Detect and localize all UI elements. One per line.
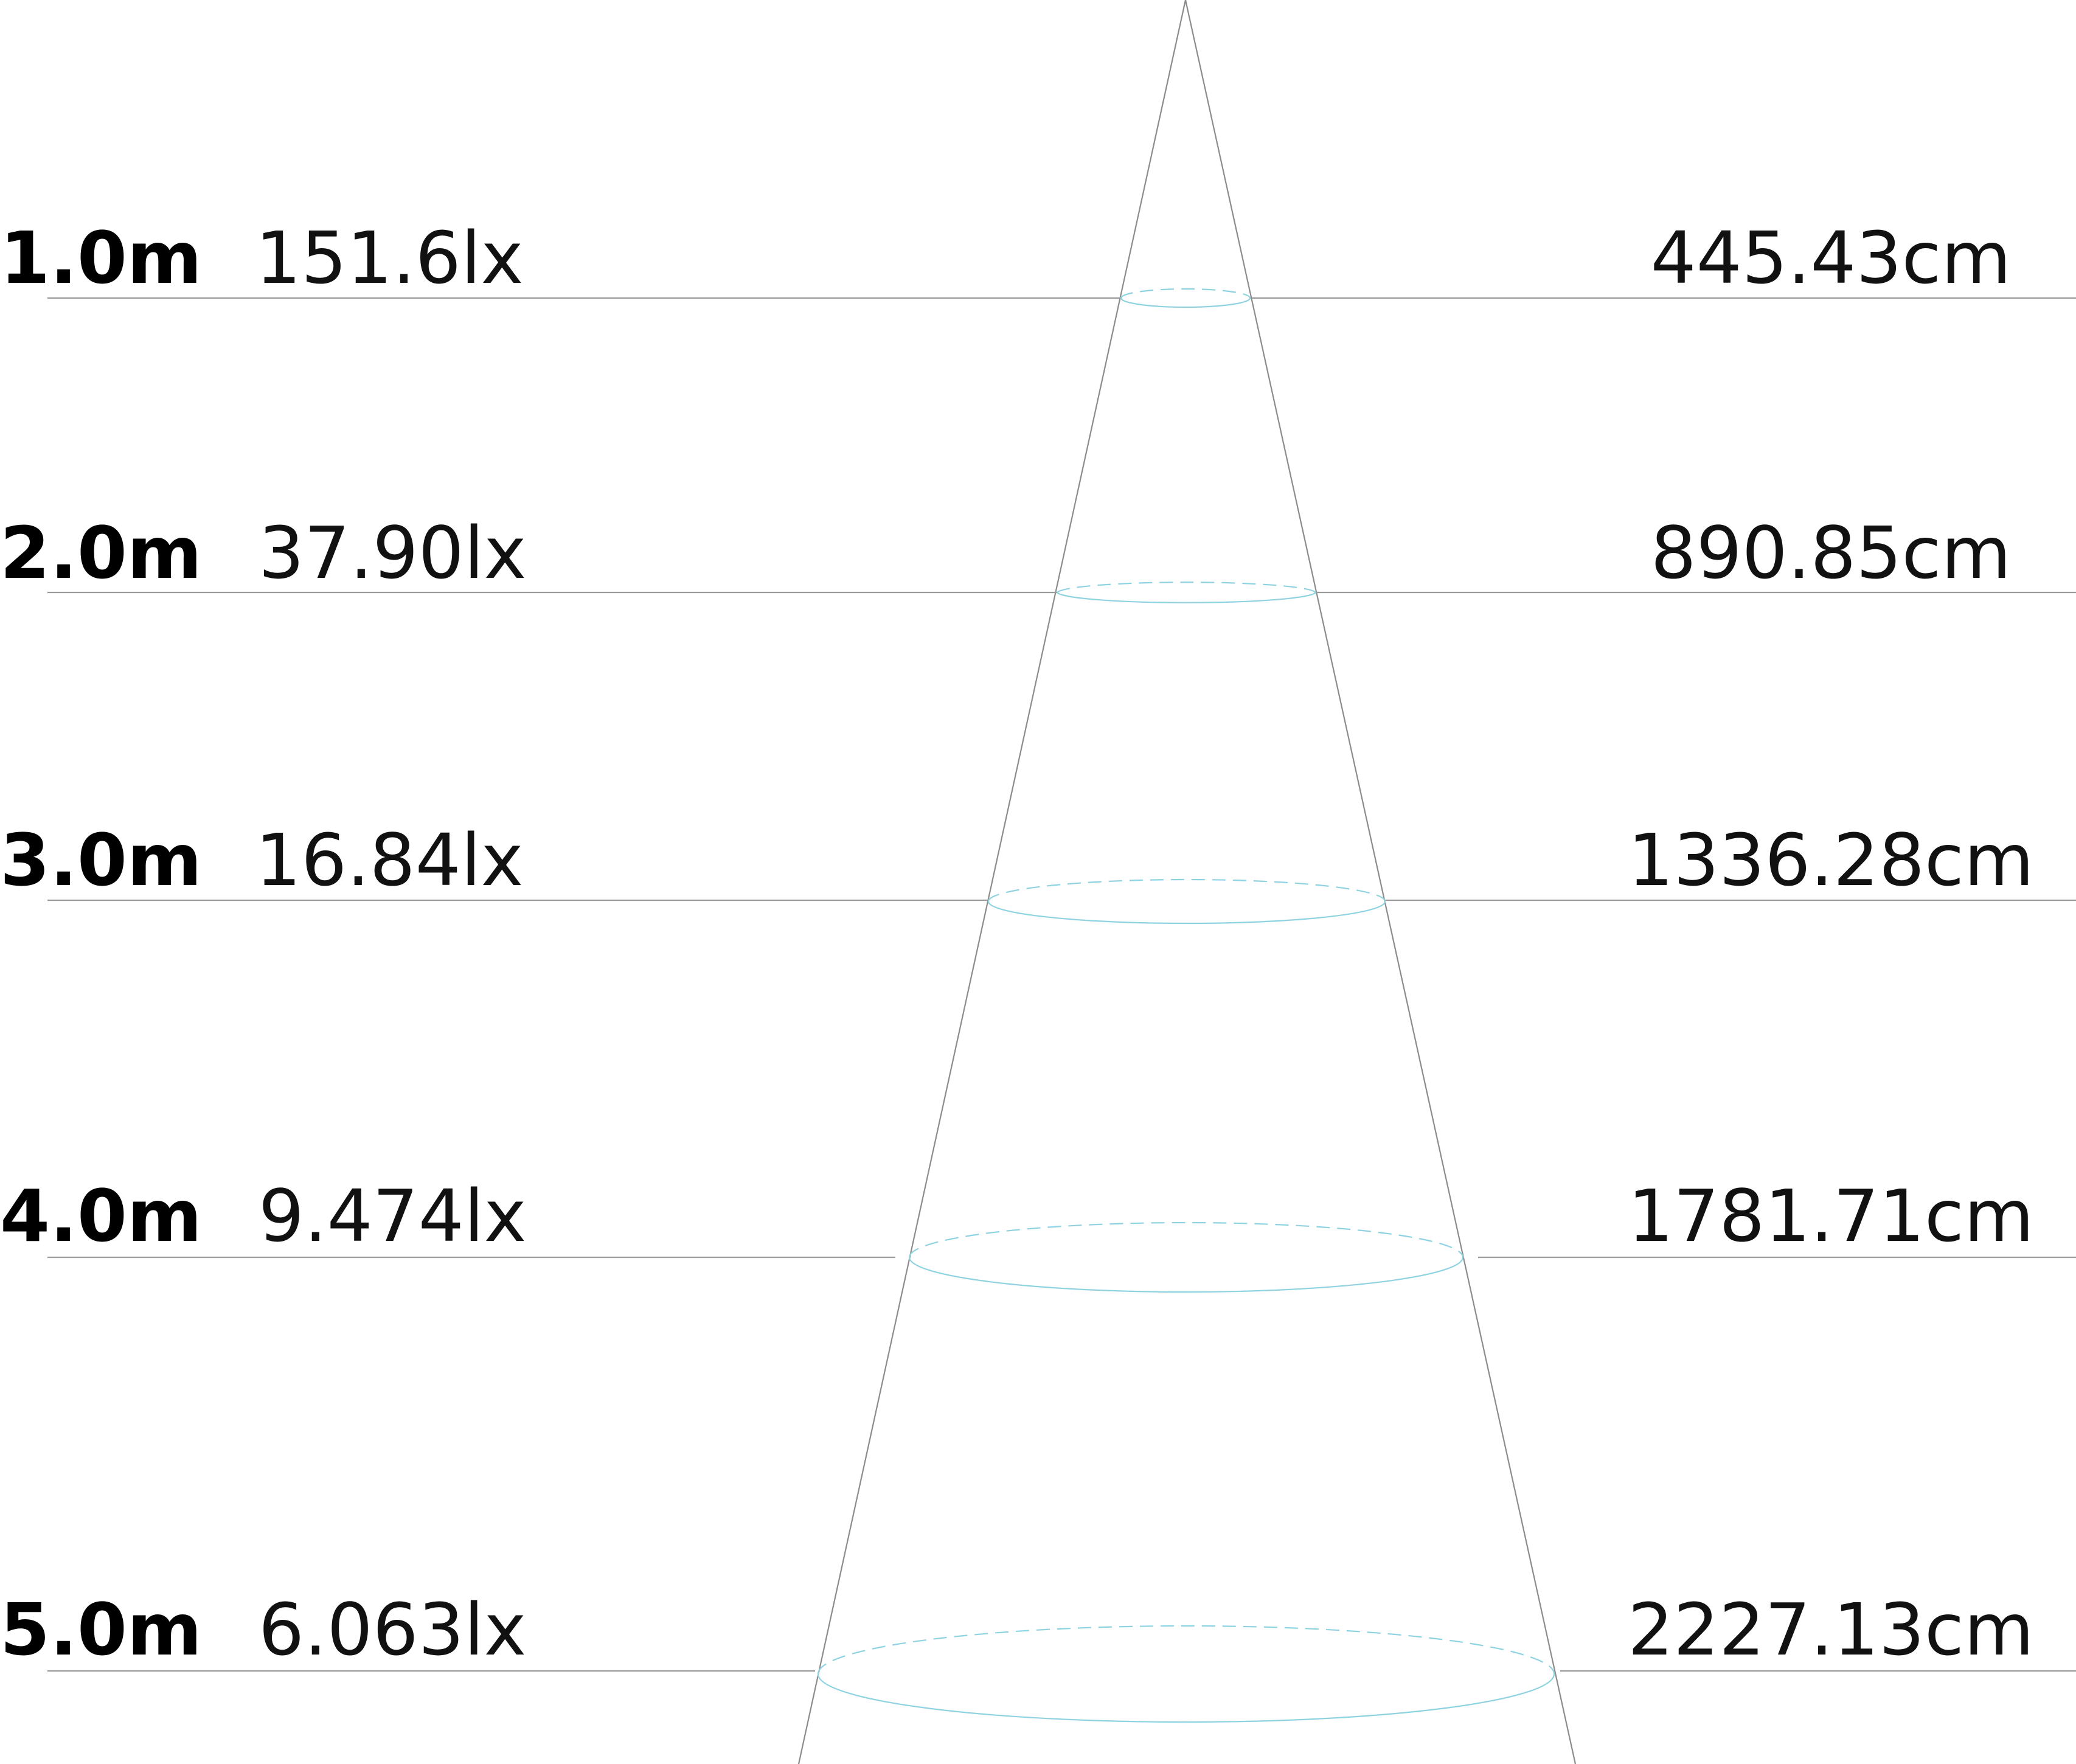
cone-left-edge <box>797 0 1187 1764</box>
row-3m: 3.0m 16.84lx 1336.28cm <box>0 818 2076 925</box>
distance-label: 5.0m <box>0 1588 202 1672</box>
cone-right-edge <box>1184 0 1577 1764</box>
row-1m: 1.0m 151.6lx 445.43cm <box>0 216 2076 308</box>
beam-diameter-value: 445.43cm <box>1651 216 2012 300</box>
illuminance-value: 151.6lx <box>255 216 523 300</box>
row-4m: 4.0m 9.474lx 1781.71cm <box>0 1174 2076 1293</box>
distance-label: 1.0m <box>0 216 202 300</box>
distance-label: 2.0m <box>0 511 202 595</box>
beam-diameter-value: 1336.28cm <box>1628 818 2034 902</box>
distance-label: 4.0m <box>0 1174 202 1258</box>
beam-ellipse-front <box>987 901 1386 925</box>
illuminance-value: 16.84lx <box>255 818 523 902</box>
beam-ellipse-back <box>1120 288 1251 299</box>
beam-ellipse-back <box>987 878 1386 902</box>
beam-ellipse-front <box>1057 592 1316 603</box>
beam-ellipse-back <box>908 1221 1464 1258</box>
beam-ellipse-back <box>1057 582 1316 593</box>
beam-diameter-value: 2227.13cm <box>1628 1588 2034 1672</box>
beam-ellipse-front <box>908 1257 1464 1293</box>
beam-diameter-value: 1781.71cm <box>1628 1174 2034 1258</box>
illuminance-value: 37.90lx <box>259 511 526 595</box>
row-5m: 5.0m 6.063lx 2227.13cm <box>0 1588 2076 1723</box>
beam-ellipse-front <box>1120 297 1251 308</box>
beam-ellipse-front <box>817 1673 1555 1723</box>
beam-diameter-value: 890.85cm <box>1651 511 2012 595</box>
illuminance-value: 9.474lx <box>259 1174 526 1258</box>
row-2m: 2.0m 37.90lx 890.85cm <box>0 511 2076 603</box>
beam-ellipse-back <box>817 1625 1555 1675</box>
illuminance-value: 6.063lx <box>259 1588 526 1672</box>
distance-label: 3.0m <box>0 818 202 902</box>
